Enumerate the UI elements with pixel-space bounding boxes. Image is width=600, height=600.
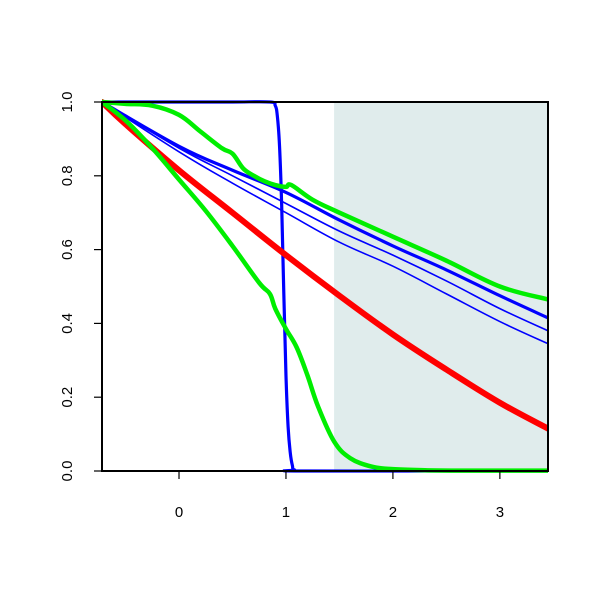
y-tick-label: 0.2 <box>59 387 76 408</box>
shaded-region-layer <box>334 102 548 471</box>
plot-frame-layer <box>101 101 549 472</box>
y-tick-label: 1.0 <box>59 92 76 113</box>
series-line-1 <box>102 101 548 345</box>
y-tick-label: 0.4 <box>59 313 76 334</box>
y-tick-label: 0.0 <box>59 461 76 482</box>
x-tick-label: 3 <box>496 504 504 521</box>
series-line-3 <box>102 100 548 320</box>
axes-layer: 0 1 2 3 0.0 0.2 0.4 0.6 0.8 1.0 <box>59 92 504 521</box>
plot-frame <box>101 101 549 472</box>
series-line-6 <box>102 99 548 302</box>
series-line-2 <box>102 101 548 332</box>
x-tick-label: 1 <box>282 504 290 521</box>
x-tick-label: 0 <box>175 504 183 521</box>
y-tick-label: 0.8 <box>59 165 76 186</box>
shaded-region <box>334 102 548 471</box>
x-tick-label: 2 <box>389 504 397 521</box>
y-tick-label: 0.6 <box>59 239 76 260</box>
